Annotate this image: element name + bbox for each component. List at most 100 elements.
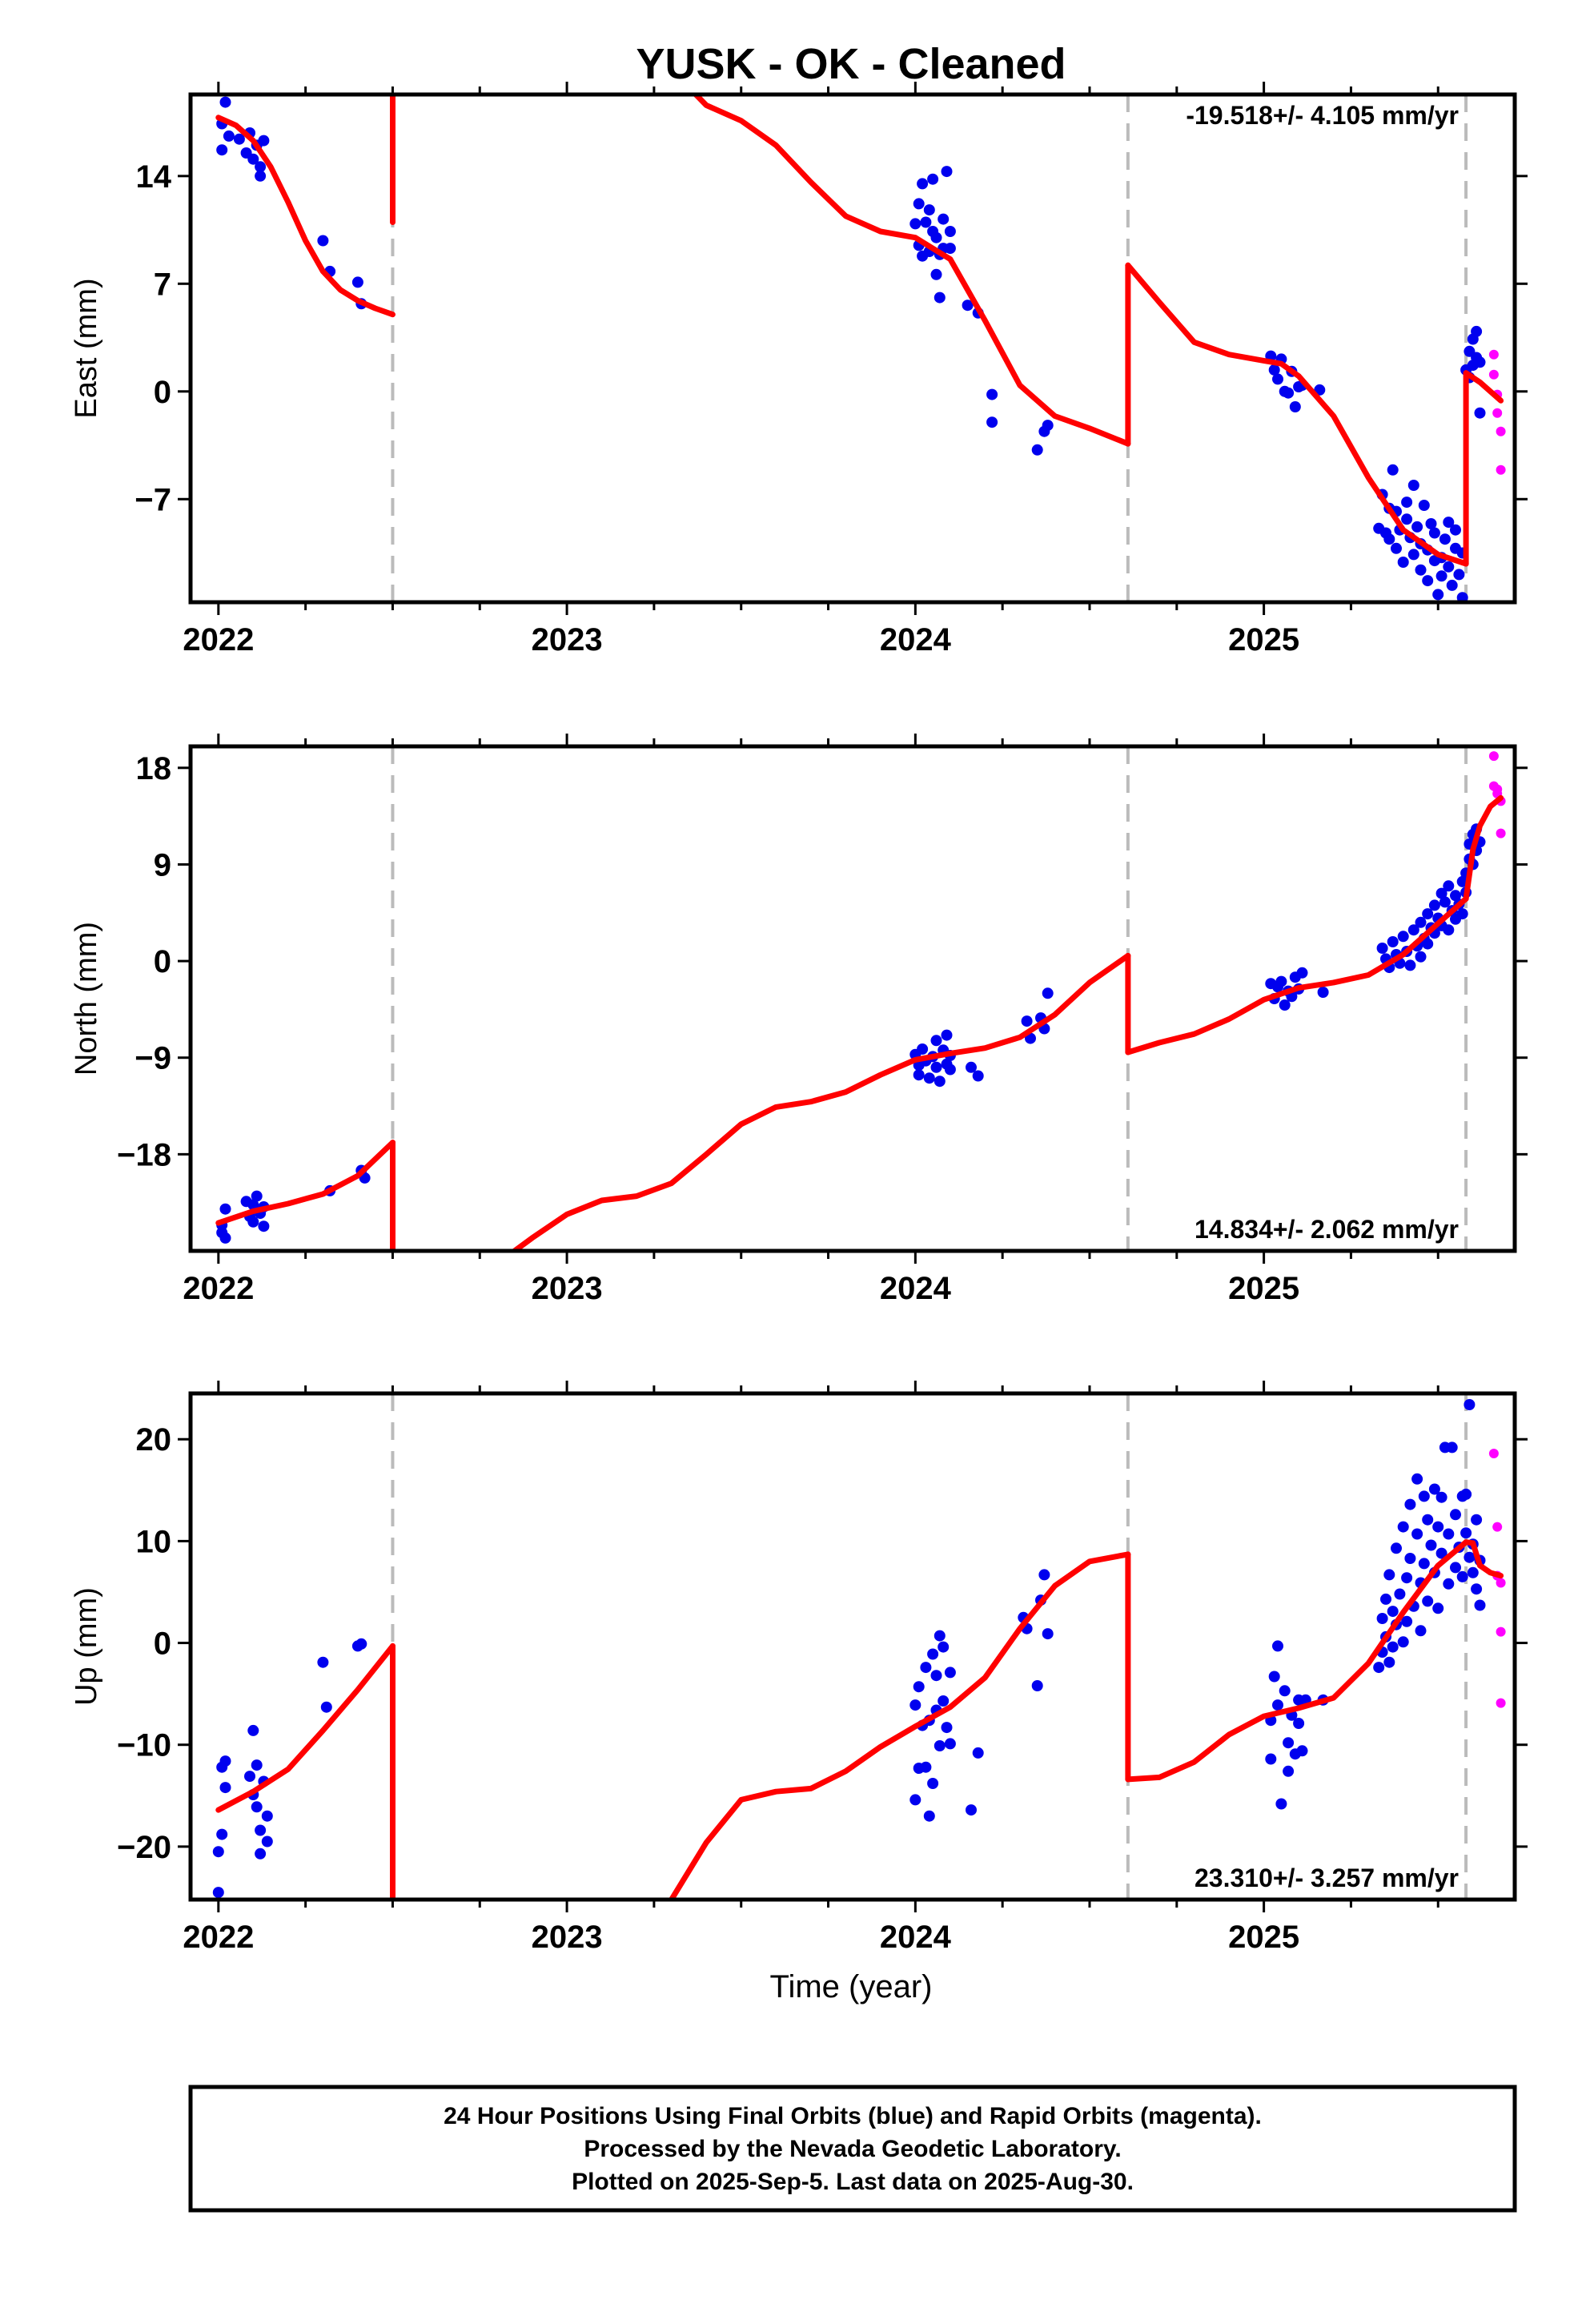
east-final-point-72 [1418, 500, 1430, 511]
east-ytick-label: −7 [135, 482, 171, 517]
up-final-point-53 [1272, 1699, 1283, 1711]
up-final-point-16 [261, 1835, 273, 1848]
up-final-point-30 [927, 1648, 939, 1660]
up-final-point-109 [1460, 1527, 1472, 1539]
north-final-point-21 [923, 1072, 935, 1084]
east-final-point-81 [1439, 533, 1451, 545]
up-final-point-55 [1279, 1685, 1291, 1697]
east-final-point-18 [913, 198, 925, 210]
up-final-point-108 [1460, 1488, 1472, 1500]
east-final-point-73 [1422, 575, 1434, 587]
north-final-point-9 [251, 1190, 263, 1202]
east-panel: 2022 2023 2024 2025 14 7 0 −7 East (mm) -19.518+/… [70, 82, 1528, 657]
up-final-point-37 [938, 1641, 950, 1653]
east-xtick-label: 2023 [532, 622, 603, 657]
up-final-point-66 [1376, 1613, 1388, 1624]
up-final-point-22 [909, 1699, 921, 1711]
up-final-point-54 [1275, 1798, 1287, 1810]
up-ytick-label: −20 [117, 1830, 171, 1865]
up-final-point-114 [1471, 1583, 1483, 1595]
east-final-point-69 [1411, 521, 1423, 533]
up-final-point-97 [1435, 1491, 1447, 1503]
up-final-point-41 [966, 1804, 977, 1816]
north-final-point-3 [219, 1203, 231, 1215]
up-final-point-111 [1464, 1551, 1476, 1563]
east-model-segment-3 [693, 94, 1131, 447]
east-final-point-61 [1391, 542, 1402, 554]
east-final-point-84 [1446, 579, 1458, 591]
east-final-point-5 [233, 133, 245, 145]
north-ytick-label: 0 [154, 944, 171, 979]
north-final-point-58 [1407, 924, 1419, 936]
east-final-point-48 [1283, 387, 1295, 399]
east-final-point-65 [1401, 497, 1413, 509]
east-final-point-96 [1471, 325, 1483, 337]
north-ytick-label: 9 [154, 847, 171, 883]
up-final-point-92 [1425, 1539, 1437, 1551]
east-final-point-40 [1031, 444, 1043, 456]
north-rapid-point-6 [1496, 828, 1506, 838]
north-xtick-label: 2022 [183, 1271, 254, 1306]
up-final-point-40 [944, 1738, 956, 1750]
up-ytick-label: 20 [136, 1422, 172, 1458]
up-final-point-1 [212, 1887, 224, 1899]
up-xtick-label: 2025 [1228, 1920, 1299, 1955]
east-ytick-label: 0 [154, 375, 171, 410]
north-final-point-61 [1415, 951, 1427, 963]
north-rapid-point-1 [1488, 751, 1499, 762]
east-plot-area [215, 94, 1506, 602]
east-final-point-42 [1042, 420, 1054, 432]
up-ytick-label: 0 [154, 1626, 171, 1662]
east-final-point-44 [1268, 364, 1280, 376]
east-final-point-97 [1474, 356, 1486, 368]
east-final-point-34 [944, 243, 956, 255]
up-final-point-95 [1432, 1521, 1444, 1533]
east-final-point-22 [920, 216, 932, 228]
east-final-point-45 [1272, 373, 1283, 385]
up-final-point-78 [1397, 1521, 1409, 1533]
east-final-point-68 [1407, 480, 1419, 491]
east-final-point-63 [1397, 557, 1409, 568]
up-final-point-42 [972, 1747, 984, 1759]
east-final-point-8 [247, 153, 259, 165]
up-final-point-88 [1418, 1490, 1430, 1502]
up-final-point-21 [909, 1794, 921, 1806]
up-rapid-point-5 [1496, 1626, 1506, 1637]
east-final-point-12 [258, 135, 270, 147]
up-final-point-84 [1411, 1473, 1423, 1485]
east-final-point-75 [1425, 518, 1437, 529]
north-final-point-64 [1422, 938, 1434, 950]
up-rapid-point-2 [1492, 1522, 1503, 1532]
up-final-point-29 [923, 1810, 935, 1822]
north-final-point-4 [219, 1232, 231, 1244]
east-final-point-24 [923, 204, 935, 216]
up-final-point-81 [1404, 1498, 1416, 1510]
north-final-point-47 [1296, 967, 1308, 979]
up-model-segment-1 [215, 1642, 396, 1813]
north-final-point-33 [1021, 1015, 1033, 1027]
north-final-point-8 [247, 1216, 259, 1228]
north-panel: 2022 2023 2024 2025 18 9 0 −9 −18 North (mm) 14.83… [70, 734, 1528, 1306]
up-final-point-18 [320, 1701, 332, 1713]
east-ytick-label: 7 [154, 267, 171, 302]
north-final-point-32 [972, 1070, 984, 1082]
north-final-point-7 [247, 1199, 259, 1211]
east-rapid-point-6 [1496, 464, 1506, 475]
east-final-point-4 [223, 130, 235, 142]
chart-title: YUSK - OK - Cleaned [636, 40, 1066, 88]
east-final-point-78 [1432, 589, 1444, 601]
footer-box: 24 Hour Positions Using Final Orbits (bl… [188, 2085, 1517, 2213]
east-xtick-label: 2024 [880, 622, 952, 657]
up-final-point-75 [1391, 1542, 1402, 1554]
east-final-point-39 [986, 416, 998, 428]
footer-line-2: Processed by the Nevada Geodetic Laborat… [584, 2136, 1121, 2162]
up-final-point-96 [1432, 1602, 1444, 1614]
east-final-point-82 [1443, 561, 1455, 573]
up-final-point-33 [930, 1670, 942, 1682]
up-final-point-31 [927, 1778, 939, 1789]
up-final-point-47 [1038, 1569, 1050, 1581]
east-final-point-30 [934, 292, 946, 304]
east-frame [188, 92, 1517, 605]
up-final-point-13 [255, 1848, 267, 1860]
up-final-point-11 [251, 1759, 263, 1771]
